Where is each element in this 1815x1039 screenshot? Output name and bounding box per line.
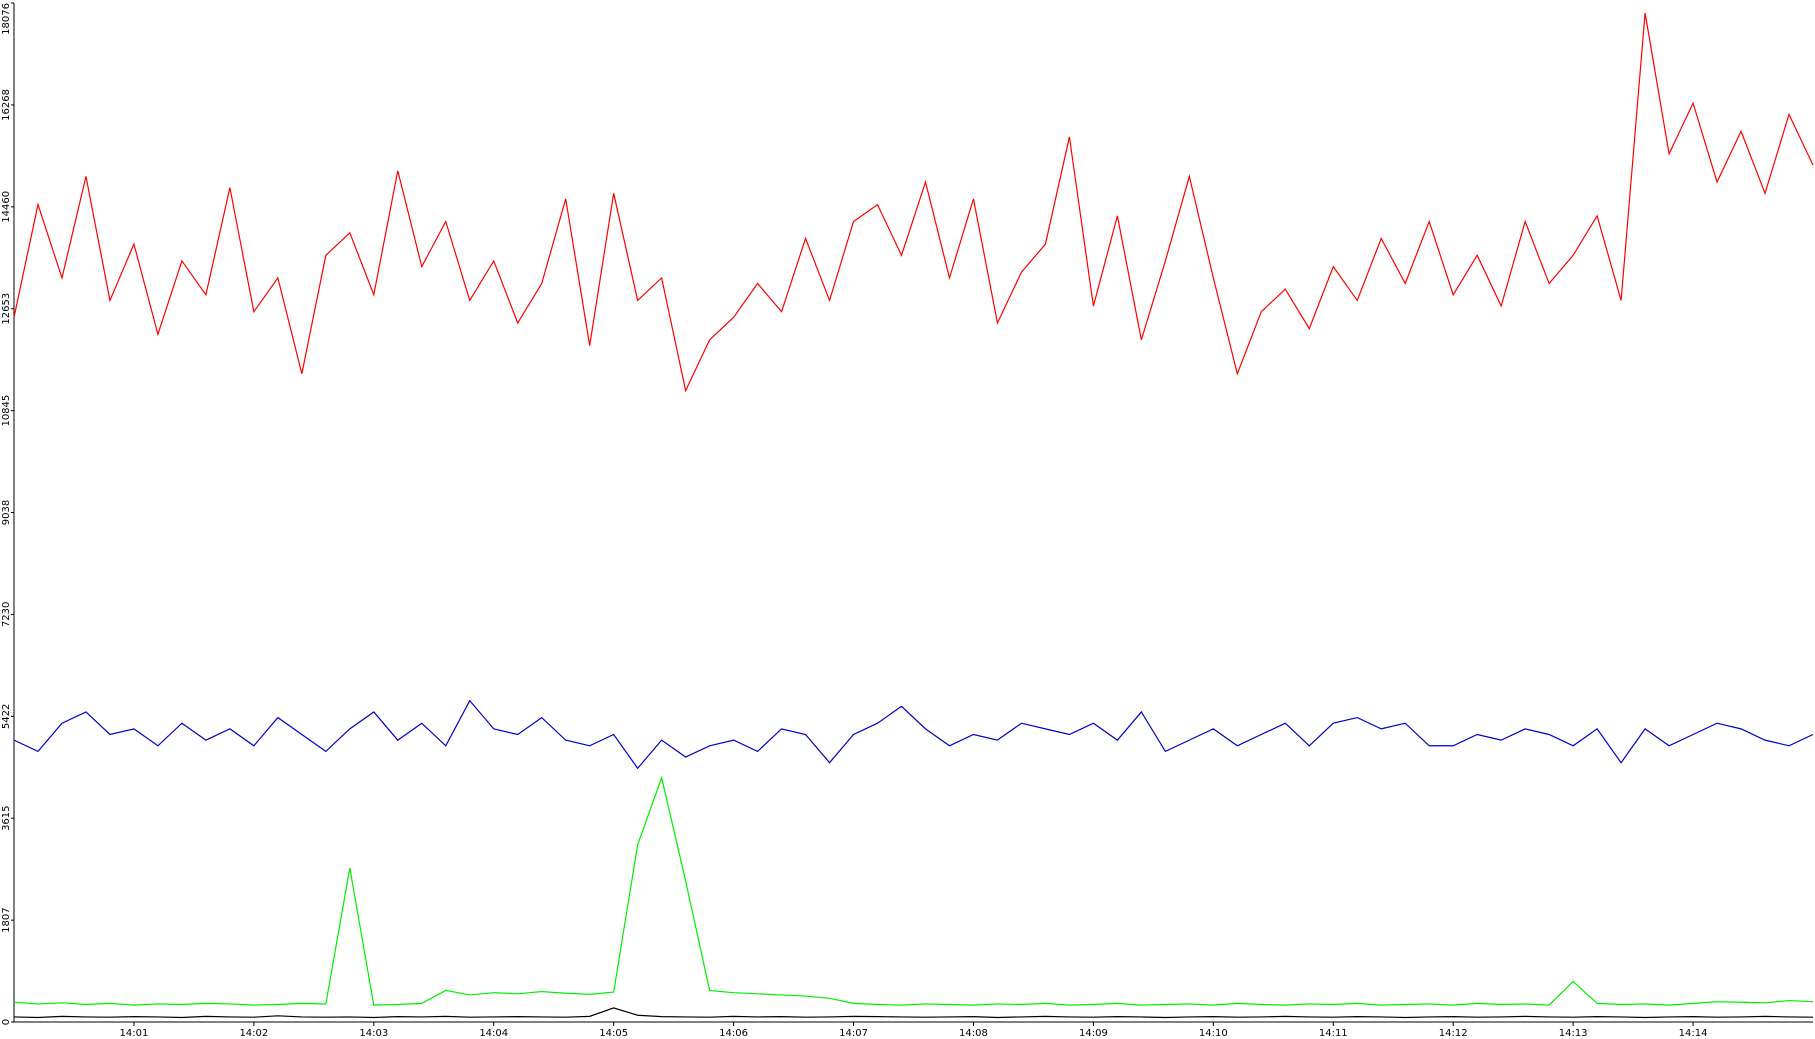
x-tick-label: 14:05 (599, 1028, 628, 1039)
y-tick-label: 5422 (1, 704, 12, 729)
y-tick-label: 10845 (1, 395, 12, 427)
x-tick-label: 14:13 (1559, 1028, 1588, 1039)
y-tick-label: 1807 (1, 907, 12, 932)
series-line (13, 775, 1814, 1006)
y-tick-label: 9038 (1, 500, 12, 525)
y-tick-label: 7230 (1, 602, 12, 627)
x-tick-label: 14:12 (1439, 1028, 1468, 1039)
x-tick-label: 14:14 (1679, 1028, 1708, 1039)
series-line (13, 12, 1814, 393)
x-tick-label: 14:03 (359, 1028, 388, 1039)
x-tick-label: 14:04 (479, 1028, 508, 1039)
x-tick-label: 14:06 (719, 1028, 748, 1039)
x-tick-label: 14:02 (239, 1028, 268, 1039)
x-tick-label: 14:07 (839, 1028, 868, 1039)
y-tick-label: 0 (1, 1019, 12, 1025)
x-tick-label: 14:10 (1199, 1028, 1228, 1039)
series-line (13, 699, 1814, 770)
x-tick-label: 14:09 (1079, 1028, 1108, 1039)
y-tick-label: 14460 (1, 191, 12, 223)
x-tick-label: 14:11 (1319, 1028, 1348, 1039)
y-tick-label: 18076 (1, 3, 12, 35)
series-line (13, 1007, 1814, 1019)
x-tick-label: 14:01 (120, 1028, 149, 1039)
x-tick-label: 14:08 (959, 1028, 988, 1039)
y-tick-label: 12653 (1, 293, 12, 325)
y-tick-label: 3615 (1, 805, 12, 830)
y-tick-label: 16268 (1, 89, 12, 121)
